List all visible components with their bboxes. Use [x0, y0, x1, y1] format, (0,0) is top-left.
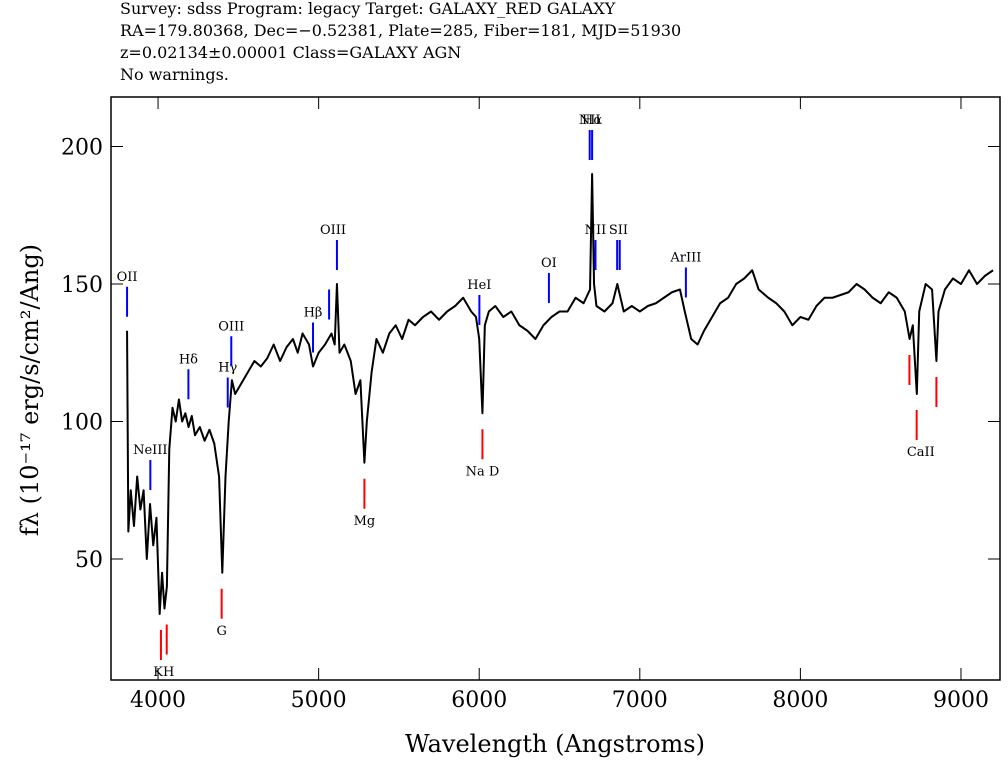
- x-tick-label: 6000: [451, 688, 507, 713]
- title-line: No warnings.: [120, 65, 229, 84]
- absorption-label: G: [216, 624, 226, 639]
- x-tick-label: 5000: [291, 688, 347, 713]
- x-tick-label: 4000: [130, 688, 186, 713]
- x-tick-label: 9000: [933, 688, 989, 713]
- spectrum-line: [126, 173, 994, 615]
- title-line: z=0.02134±0.00001 Class=GALAXY AGN: [120, 43, 461, 62]
- x-tick-label: 8000: [772, 688, 828, 713]
- emission-label: OIII: [218, 319, 244, 334]
- emission-label: OI: [541, 256, 557, 271]
- y-tick-label: 200: [61, 136, 103, 161]
- x-tick-label: 7000: [612, 688, 668, 713]
- emission-label: SII: [609, 223, 628, 238]
- y-tick-label: 150: [61, 273, 103, 298]
- emission-label: Hδ: [179, 352, 198, 367]
- emission-label: NeIII: [133, 443, 167, 458]
- emission-label: ArIII: [669, 251, 701, 266]
- absorption-label: Mg: [354, 514, 376, 529]
- emission-label: NII: [585, 223, 607, 238]
- x-axis-label: Wavelength (Angstroms): [405, 730, 705, 758]
- emission-label: HeI: [467, 278, 491, 293]
- y-axis-label: fλ (10⁻¹⁷ erg/s/cm²/Ang): [16, 244, 44, 536]
- absorption-label: KH: [153, 665, 174, 680]
- title-block: Survey: sdss Program: legacy Target: GAL…: [120, 0, 681, 84]
- plot-frame: [110, 96, 1001, 681]
- title-line: RA=179.80368, Dec=−0.52381, Plate=285, F…: [120, 21, 681, 40]
- emission-label: Hγ: [218, 361, 237, 376]
- title-line: Survey: sdss Program: legacy Target: GAL…: [120, 0, 616, 18]
- emission-label: OII: [117, 270, 138, 285]
- emission-label: Hβ: [304, 306, 323, 321]
- emission-label: NII: [579, 113, 601, 128]
- absorption-label: CaII: [907, 445, 935, 460]
- y-tick-label: 50: [75, 548, 103, 573]
- absorption-label: Na D: [466, 464, 500, 479]
- emission-label: OIII: [320, 223, 346, 238]
- emission-label: Hα: [582, 113, 602, 128]
- y-tick-label: 100: [61, 411, 103, 436]
